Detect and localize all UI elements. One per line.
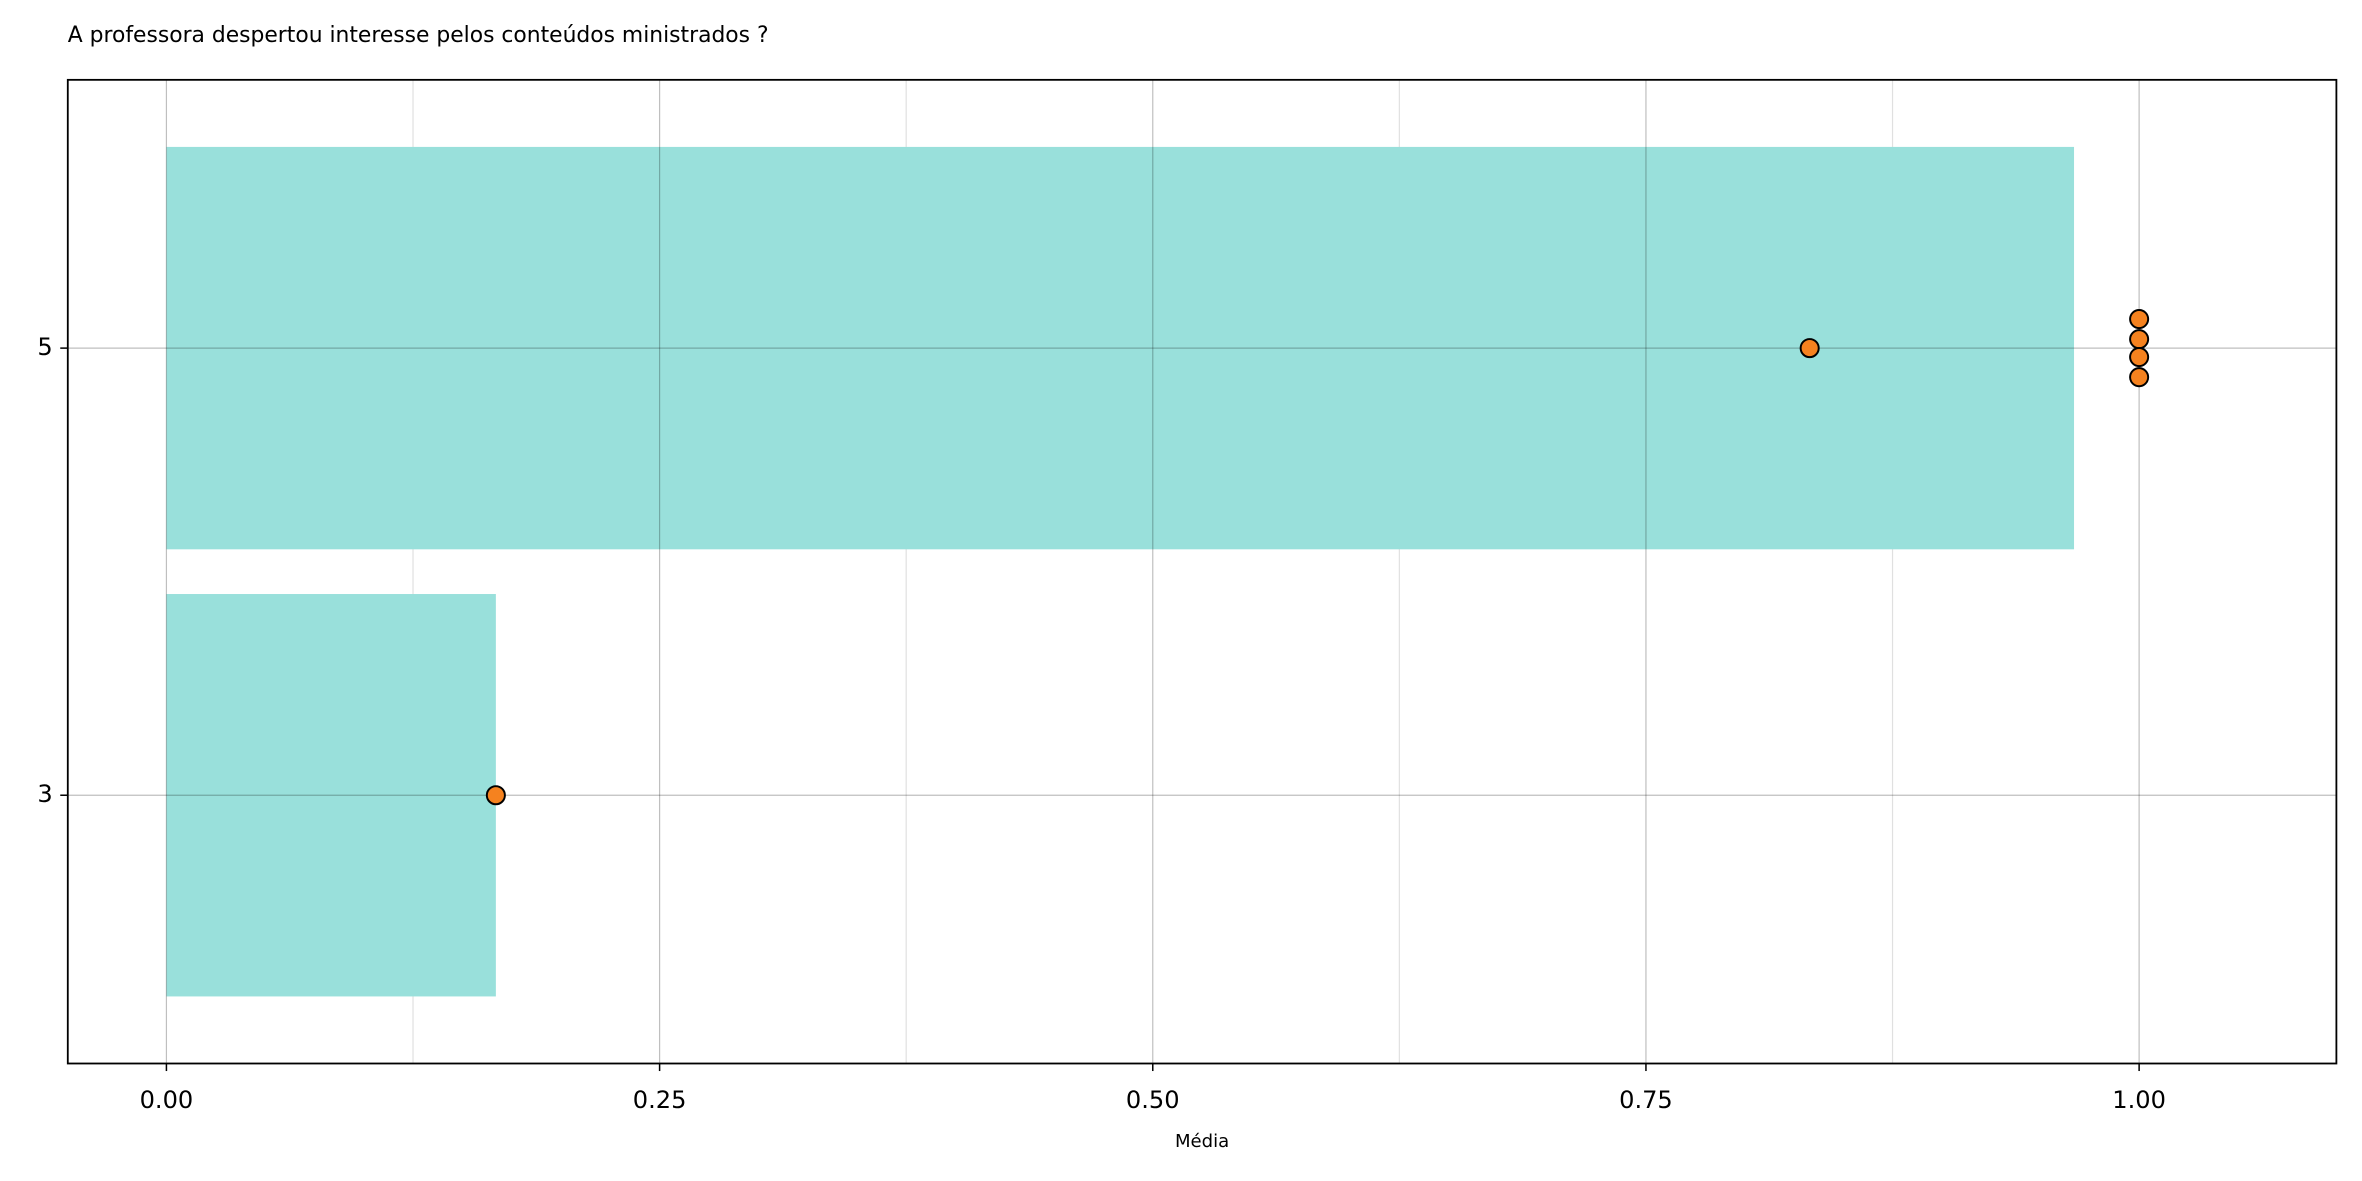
bar: [166, 146, 2075, 550]
x-axis-label: Média: [1175, 1131, 1229, 1152]
point: [2129, 329, 2150, 350]
point: [2129, 347, 2150, 368]
point: [2129, 309, 2150, 330]
x-tick-label: 0.00: [140, 1086, 194, 1114]
y-tick-label: 5: [37, 333, 52, 361]
point: [1799, 338, 1820, 359]
chart-title: A professora despertou interesse pelos c…: [68, 23, 769, 48]
x-tick-label: 0.50: [1126, 1086, 1180, 1114]
plot-frame: [66, 78, 2338, 1065]
x-tick-label: 1.00: [2112, 1086, 2166, 1114]
bar: [166, 594, 496, 997]
x-tick-label: 0.75: [1619, 1086, 1673, 1114]
y-tick-label: 3: [37, 780, 52, 808]
x-tick-label: 0.25: [633, 1086, 687, 1114]
point: [2129, 367, 2150, 388]
point: [485, 785, 506, 806]
